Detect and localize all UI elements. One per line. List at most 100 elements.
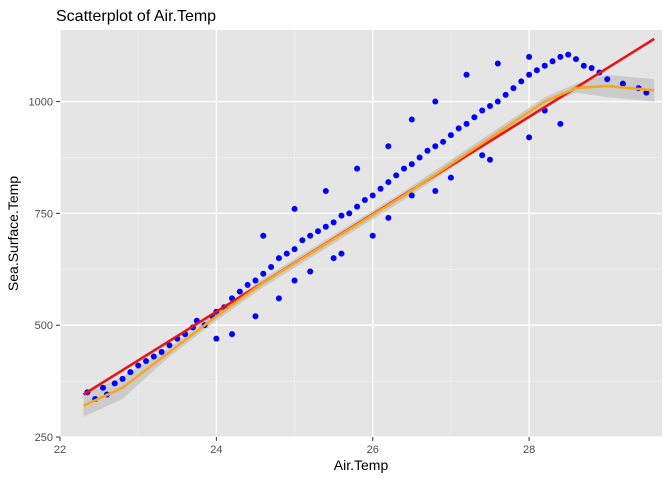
scatter-point <box>119 375 126 382</box>
y-tick-label: 750 <box>35 208 53 220</box>
scatter-point <box>291 205 298 212</box>
scatter-point <box>557 53 564 60</box>
scatter-point <box>447 174 454 181</box>
scatter-point <box>307 268 314 275</box>
scatter-point <box>479 107 486 114</box>
scatter-point <box>463 120 470 127</box>
y-tick-label: 1000 <box>29 97 53 109</box>
scatter-point <box>330 219 337 226</box>
chart-title: Scatterplot of Air.Temp <box>56 8 216 25</box>
scatter-point <box>361 196 368 203</box>
scatter-point <box>494 60 501 67</box>
scatter-point <box>487 156 493 163</box>
scatter-point <box>401 165 407 172</box>
scatter-point <box>275 255 282 262</box>
scatter-point <box>557 120 564 127</box>
scatter-point <box>385 214 392 221</box>
scatter-point <box>213 335 220 342</box>
scatter-point <box>580 62 587 69</box>
scatter-point <box>526 53 533 60</box>
scatter-point <box>510 85 517 92</box>
smooth-fit-line <box>82 84 655 407</box>
scatter-point <box>369 232 376 239</box>
scatter-point <box>463 71 470 78</box>
scatter-point <box>416 154 423 161</box>
scatter-point <box>385 143 392 150</box>
scatter-point <box>229 331 235 338</box>
y-axis-title: Sea.Surface.Temp <box>5 176 21 291</box>
scatter-point <box>494 98 501 105</box>
scatter-point <box>573 56 579 63</box>
scatter-point <box>275 295 282 302</box>
scatter-point <box>408 161 415 168</box>
scatter-point <box>283 250 290 257</box>
scatter-point <box>252 313 259 320</box>
scatter-point <box>346 210 353 217</box>
scatter-point <box>455 125 462 132</box>
scatter-point <box>541 62 548 69</box>
scatter-point <box>307 232 314 239</box>
scatter-point <box>526 134 533 141</box>
scatter-point <box>260 232 267 239</box>
scatter-point <box>127 369 134 376</box>
scatter-point <box>322 223 329 230</box>
scatter-point <box>158 349 165 356</box>
x-axis-title: Air.Temp <box>334 457 389 473</box>
scatter-point <box>291 246 298 253</box>
scatter-point <box>252 277 259 284</box>
scatter-point <box>354 165 361 172</box>
scatter-point <box>315 228 321 235</box>
y-tick-label: 500 <box>35 320 53 332</box>
x-tick-label: 24 <box>210 444 222 456</box>
scatter-point <box>291 277 298 284</box>
scatter-point <box>385 179 392 186</box>
x-axis-ticks: 22 24 26 28 <box>54 437 535 456</box>
scatter-point <box>135 362 142 369</box>
y-tick-label: 250 <box>35 432 53 444</box>
fit-lines <box>82 37 655 407</box>
scatter-point <box>565 51 572 58</box>
scatter-point <box>533 67 540 74</box>
x-tick-label: 22 <box>54 444 66 456</box>
scatter-point <box>432 143 439 150</box>
scatter-point <box>440 138 447 145</box>
scatter-point <box>143 357 149 364</box>
scatter-point <box>518 78 525 85</box>
scatter-point <box>424 147 431 154</box>
scatter-point <box>502 91 509 98</box>
scatter-point <box>150 353 157 360</box>
scatter-point <box>354 203 361 210</box>
scatter-point <box>377 185 384 192</box>
scatter-point <box>166 342 173 349</box>
scatter-point <box>408 116 415 123</box>
scatter-point <box>338 212 345 219</box>
scatter-point <box>643 89 650 96</box>
scatter-point <box>244 281 251 288</box>
scatter-point <box>588 65 595 72</box>
scatter-point <box>471 114 478 121</box>
scatter-point <box>268 264 275 271</box>
scatter-point <box>322 188 329 195</box>
x-tick-label: 26 <box>367 444 379 456</box>
scatter-point <box>479 152 486 159</box>
scatter-point <box>408 192 415 199</box>
scatter-point <box>432 188 439 195</box>
scatter-point <box>487 103 493 110</box>
scatter-point <box>299 237 306 244</box>
scatter-point <box>330 255 337 262</box>
scatter-point <box>100 384 106 391</box>
scatter-point <box>236 288 243 295</box>
scatter-point <box>260 270 267 277</box>
scatter-point <box>447 132 454 139</box>
scatter-point <box>549 58 556 65</box>
scatter-point <box>338 250 345 257</box>
x-tick-label: 28 <box>523 444 535 456</box>
scatter-point <box>393 172 400 179</box>
scatter-point <box>111 380 118 387</box>
scatter-point <box>604 76 611 83</box>
scatter-point <box>432 98 439 105</box>
scatter-point <box>369 192 376 199</box>
scatter-point <box>619 80 626 87</box>
scatter-point <box>526 71 533 78</box>
